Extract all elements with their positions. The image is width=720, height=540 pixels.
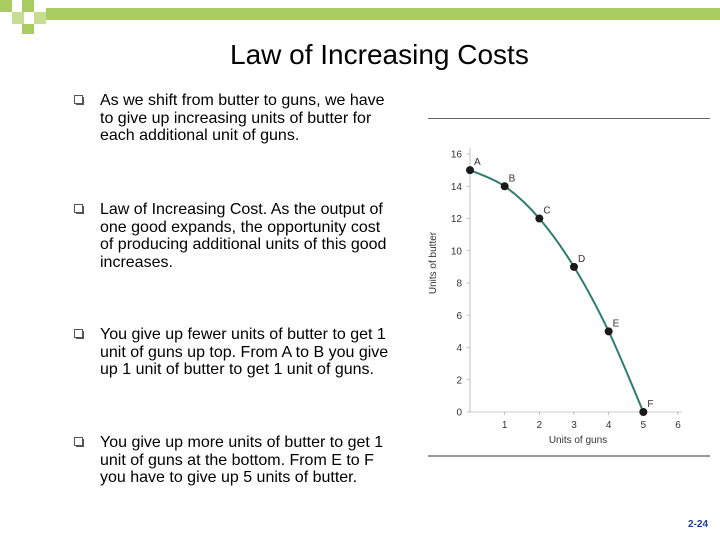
- y-tick-label: 2: [456, 375, 462, 386]
- y-tick-label: 12: [451, 214, 463, 225]
- ppf-curve-line: [469, 169, 645, 413]
- x-tick-label: 4: [606, 420, 612, 431]
- x-tick-label: 1: [502, 420, 508, 431]
- y-tick-label: 8: [456, 279, 462, 290]
- y-tick-label: 16: [451, 150, 463, 161]
- slide-title-text: Law of Increasing Costs: [230, 39, 529, 70]
- y-tick-label: 14: [451, 182, 463, 193]
- checkbox-bullet-icon: [74, 329, 84, 339]
- y-tick-label: 10: [451, 246, 463, 257]
- data-point-b: [500, 182, 509, 191]
- y-tick-label: 4: [456, 343, 462, 354]
- decorative-top-bar: [0, 0, 720, 34]
- x-tick-label: 5: [641, 420, 647, 431]
- x-tick-label: 2: [537, 420, 543, 431]
- y-axis-label: Units of butter: [428, 231, 439, 294]
- data-point-e: [604, 327, 613, 336]
- y-tick-label: 6: [456, 311, 462, 322]
- bullet-text: As we shift from butter to guns, we have…: [100, 92, 385, 144]
- page-number: 2-24: [687, 519, 708, 530]
- bullet-text: Law of Increasing Cost. As the output of…: [100, 201, 387, 271]
- data-point-label: E: [613, 318, 620, 329]
- data-point-label: F: [647, 399, 653, 410]
- bullet-text: You give up more units of butter to get …: [100, 434, 384, 486]
- data-point-a: [466, 166, 474, 175]
- x-tick-label: 3: [571, 420, 577, 431]
- data-point-d: [570, 262, 578, 271]
- data-point-c: [535, 214, 544, 223]
- checkbox-bullet-icon: [74, 437, 84, 447]
- x-tick-label: 6: [675, 420, 681, 431]
- x-axis-label: Units of guns: [549, 435, 607, 446]
- checkbox-bullet-icon: [74, 204, 84, 214]
- bullet-text: You give up fewer units of butter to get…: [100, 326, 389, 378]
- data-point-label: D: [578, 254, 585, 265]
- data-point-f: [639, 408, 648, 416]
- y-tick-label: 0: [456, 408, 462, 419]
- data-point-label: C: [543, 206, 550, 217]
- checkbox-bullet-icon: [74, 95, 84, 105]
- data-point-label: A: [474, 157, 481, 168]
- data-point-label: B: [509, 173, 516, 184]
